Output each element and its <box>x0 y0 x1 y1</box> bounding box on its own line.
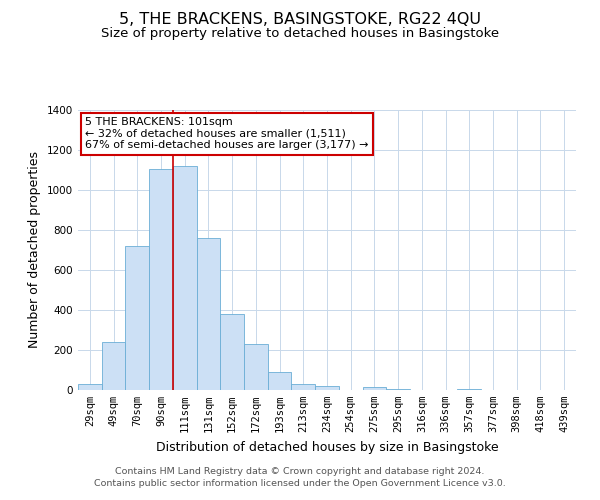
Bar <box>315 386 339 390</box>
Bar <box>292 384 315 390</box>
Text: 5, THE BRACKENS, BASINGSTOKE, RG22 4QU: 5, THE BRACKENS, BASINGSTOKE, RG22 4QU <box>119 12 481 28</box>
Bar <box>386 389 410 390</box>
Bar <box>268 372 292 390</box>
Bar <box>125 246 149 390</box>
Text: Size of property relative to detached houses in Basingstoke: Size of property relative to detached ho… <box>101 28 499 40</box>
Bar <box>149 169 173 390</box>
Text: Contains HM Land Registry data © Crown copyright and database right 2024.
Contai: Contains HM Land Registry data © Crown c… <box>94 466 506 487</box>
Bar <box>173 166 197 390</box>
Bar <box>220 314 244 390</box>
X-axis label: Distribution of detached houses by size in Basingstoke: Distribution of detached houses by size … <box>155 440 499 454</box>
Bar <box>362 387 386 390</box>
Text: 5 THE BRACKENS: 101sqm
← 32% of detached houses are smaller (1,511)
67% of semi-: 5 THE BRACKENS: 101sqm ← 32% of detached… <box>85 117 369 150</box>
Y-axis label: Number of detached properties: Number of detached properties <box>28 152 41 348</box>
Bar <box>457 389 481 390</box>
Bar <box>78 384 102 390</box>
Bar <box>102 342 125 390</box>
Bar <box>197 238 220 390</box>
Bar <box>244 344 268 390</box>
